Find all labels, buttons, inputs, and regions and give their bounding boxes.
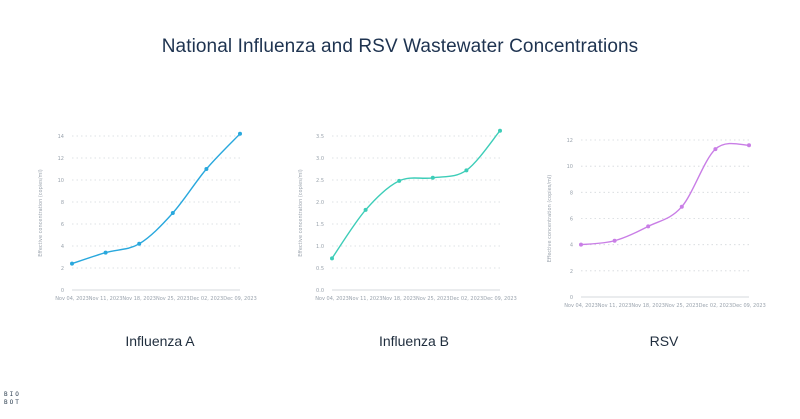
x-tick-label: Nov 04, 2023	[55, 296, 89, 302]
x-tick-label: Dec 02, 2023	[190, 296, 224, 302]
x-tick-label: Nov 11, 2023	[89, 296, 123, 302]
series-line	[71, 133, 241, 265]
data-point	[363, 207, 368, 212]
y-tick-label: 3.5	[316, 134, 324, 140]
y-tick-label: 14	[58, 134, 64, 140]
logo-line-2: BOT	[4, 399, 21, 406]
x-tick-label: Nov 11, 2023	[598, 303, 632, 309]
y-tick-label: 4	[61, 244, 64, 250]
data-point	[238, 131, 242, 136]
y-tick-label: 10	[58, 178, 64, 184]
caption-influenza-b: Influenza B	[378, 333, 450, 349]
x-tick-label: Nov 25, 2023	[665, 303, 699, 309]
data-point	[646, 224, 651, 229]
x-tick-label: Nov 11, 2023	[349, 296, 383, 302]
data-point	[498, 128, 502, 133]
rsv-chart: 0 2 4 6 8 10 12 Nov 04, 2023 Nov 11, 2023 Nov 18,…	[547, 138, 766, 309]
x-tick-label: Dec 09, 2023	[223, 296, 257, 302]
data-point	[579, 242, 583, 247]
y-tick-label: 0.5	[316, 266, 324, 272]
x-tick-label: Nov 18, 2023	[631, 303, 665, 309]
y-tick-label: 0	[570, 295, 573, 301]
data-point	[170, 211, 175, 215]
y-tick-label: 10	[567, 164, 573, 170]
x-tick-label: Nov 18, 2023	[382, 296, 416, 302]
x-tick-label: Dec 02, 2023	[699, 303, 733, 309]
series-line	[580, 142, 750, 246]
influenza-a-chart: 0 2 4 6 8 10 12 14 Nov 04, 2023 Nov 11, 2023 Nov 1…	[38, 131, 257, 302]
x-tick-label: Dec 09, 2023	[483, 296, 517, 302]
data-point	[204, 167, 209, 171]
x-tick-label: Dec 02, 2023	[450, 296, 484, 302]
y-tick-label: 0.0	[316, 288, 324, 294]
x-tick-label: Nov 25, 2023	[156, 296, 190, 302]
data-point	[612, 238, 617, 243]
page-title: National Influenza and RSV Wastewater Co…	[161, 36, 639, 57]
x-tick-label: Nov 04, 2023	[564, 303, 598, 309]
y-tick-label: 3.0	[316, 156, 324, 162]
data-point	[464, 168, 469, 173]
caption-influenza-a: Influenza A	[125, 333, 195, 349]
data-point	[747, 143, 751, 148]
y-tick-label: 8	[570, 190, 573, 196]
biobot-logo: BIO BOT	[4, 391, 26, 407]
data-point	[713, 147, 718, 152]
y-tick-label: 0	[61, 288, 64, 294]
y-axis-label: Effective concentration (copies/ml)	[38, 169, 44, 257]
y-tick-label: 2.5	[316, 178, 324, 184]
data-point	[103, 250, 108, 255]
data-point	[679, 204, 684, 209]
data-point	[330, 256, 334, 261]
y-tick-label: 6	[61, 222, 64, 228]
y-tick-label: 2	[570, 269, 573, 275]
x-tick-label: Nov 25, 2023	[416, 296, 450, 302]
y-tick-label: 4	[570, 243, 573, 249]
y-tick-label: 1.5	[316, 222, 324, 228]
x-tick-label: Dec 09, 2023	[732, 303, 766, 309]
y-tick-label: 2	[61, 266, 64, 272]
series-line	[331, 130, 501, 259]
data-point	[137, 241, 142, 246]
x-tick-label: Nov 04, 2023	[315, 296, 349, 302]
data-point	[430, 175, 435, 180]
y-tick-label: 12	[567, 138, 573, 144]
data-point	[397, 178, 402, 183]
data-point	[70, 261, 74, 266]
y-tick-label: 1.0	[316, 244, 324, 250]
x-tick-label: Nov 18, 2023	[122, 296, 156, 302]
logo-line-1: BIO	[4, 391, 21, 398]
caption-rsv: RSV	[649, 333, 679, 349]
y-tick-label: 2.0	[316, 200, 324, 206]
y-tick-label: 8	[61, 200, 64, 206]
y-axis-label: Effective concentration (copies/ml)	[298, 169, 304, 257]
y-tick-label: 6	[570, 217, 573, 223]
y-axis-label: Effective concentration (copies/ml)	[547, 175, 553, 263]
y-tick-label: 12	[58, 156, 64, 162]
